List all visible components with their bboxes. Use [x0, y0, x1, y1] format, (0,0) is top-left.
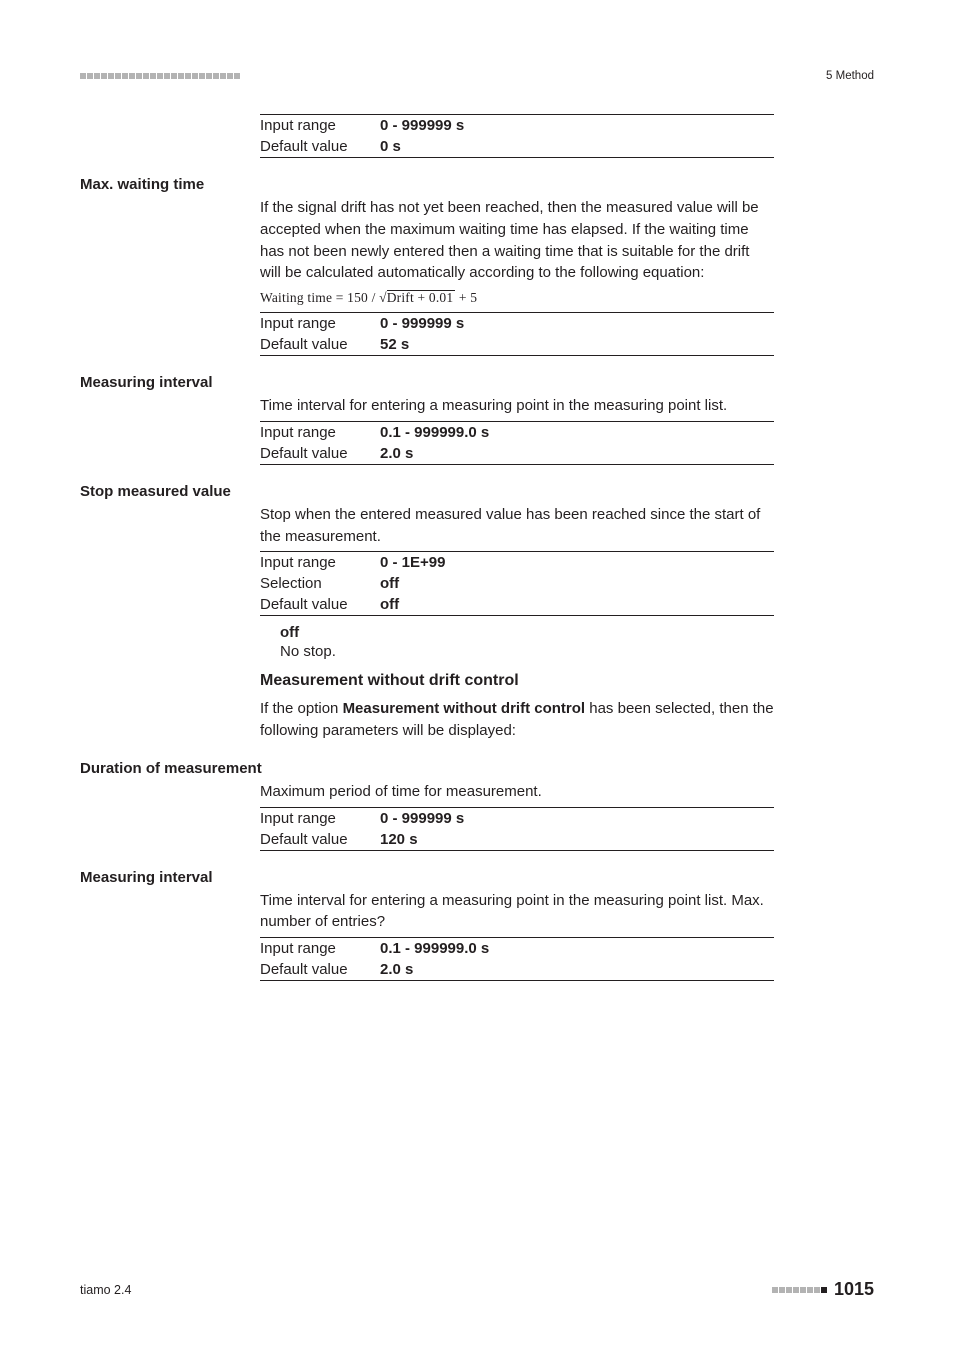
- table-row: Selection off: [260, 573, 774, 594]
- off-desc: No stop.: [280, 643, 874, 660]
- param-label: Selection: [260, 573, 380, 594]
- mwdc-desc-pre: If the option: [260, 700, 343, 717]
- table-row: Default value 2.0 s: [260, 443, 774, 465]
- param-label: Input range: [260, 421, 380, 443]
- footer-ornament: [772, 1287, 828, 1293]
- param-label: Default value: [260, 829, 380, 851]
- section-title-meas-interval-1: Measuring interval: [80, 374, 874, 391]
- section-desc: Time interval for entering a measuring p…: [260, 890, 774, 934]
- param-table-top: Input range 0 - 999999 s Default value 0…: [260, 114, 774, 158]
- table-row: Input range 0 - 999999 s: [260, 313, 774, 335]
- param-value: 0 s: [380, 136, 774, 158]
- off-label: off: [280, 624, 874, 641]
- param-label: Default value: [260, 443, 380, 465]
- param-label: Input range: [260, 938, 380, 960]
- table-row: Input range 0 - 999999 s: [260, 115, 774, 137]
- table-row: Default value 52 s: [260, 334, 774, 356]
- param-label: Default value: [260, 136, 380, 158]
- param-label: Default value: [260, 959, 380, 981]
- param-value: 0 - 999999 s: [380, 115, 774, 137]
- section-title-meas-interval-2: Measuring interval: [80, 869, 874, 886]
- section-desc: Time interval for entering a measuring p…: [260, 395, 774, 417]
- param-value: 0 - 999999 s: [380, 313, 774, 335]
- param-value: 2.0 s: [380, 959, 774, 981]
- mwdc-desc: If the option Measurement without drift …: [260, 698, 774, 742]
- header-ornament: [80, 73, 241, 79]
- formula: Waiting time = 150 / √Drift + 0.01 + 5: [260, 290, 874, 306]
- section-title-stop-mv: Stop measured value: [80, 483, 874, 500]
- formula-sqrt: Drift + 0.01: [387, 290, 456, 305]
- sub-heading-mwdc: Measurement without drift control: [260, 672, 874, 690]
- param-value: 2.0 s: [380, 443, 774, 465]
- param-table-meas-interval-1: Input range 0.1 - 999999.0 s Default val…: [260, 421, 774, 465]
- param-table-max-waiting: Input range 0 - 999999 s Default value 5…: [260, 312, 774, 356]
- table-row: Input range 0 - 999999 s: [260, 807, 774, 829]
- param-value: 0 - 1E+99: [380, 552, 774, 574]
- section-desc: Maximum period of time for measurement.: [260, 781, 774, 803]
- page-footer: tiamo 2.4 1015: [80, 1279, 874, 1300]
- page-number: 1015: [834, 1279, 874, 1300]
- param-value: 0.1 - 999999.0 s: [380, 421, 774, 443]
- off-definition: off No stop.: [280, 624, 874, 660]
- footer-right: 1015: [772, 1279, 874, 1300]
- table-row: Default value off: [260, 594, 774, 616]
- table-row: Default value 0 s: [260, 136, 774, 158]
- param-label: Default value: [260, 334, 380, 356]
- param-value: off: [380, 594, 774, 616]
- param-value: 52 s: [380, 334, 774, 356]
- table-row: Default value 2.0 s: [260, 959, 774, 981]
- table-row: Default value 120 s: [260, 829, 774, 851]
- param-table-duration: Input range 0 - 999999 s Default value 1…: [260, 807, 774, 851]
- param-label: Input range: [260, 115, 380, 137]
- param-label: Input range: [260, 807, 380, 829]
- table-row: Input range 0.1 - 999999.0 s: [260, 421, 774, 443]
- param-label: Default value: [260, 594, 380, 616]
- table-row: Input range 0.1 - 999999.0 s: [260, 938, 774, 960]
- param-value: 120 s: [380, 829, 774, 851]
- section-desc: Stop when the entered measured value has…: [260, 504, 774, 548]
- page-header: 5 Method: [80, 70, 874, 82]
- param-value: 0 - 999999 s: [380, 807, 774, 829]
- section-title-max-waiting: Max. waiting time: [80, 176, 874, 193]
- param-value: 0.1 - 999999.0 s: [380, 938, 774, 960]
- formula-pre: Waiting time = 150 /: [260, 290, 379, 305]
- mwdc-desc-bold: Measurement without drift control: [343, 700, 586, 717]
- chapter-label: 5 Method: [826, 70, 874, 82]
- footer-product: tiamo 2.4: [80, 1283, 131, 1297]
- table-row: Input range 0 - 1E+99: [260, 552, 774, 574]
- param-value: off: [380, 573, 774, 594]
- param-label: Input range: [260, 313, 380, 335]
- param-label: Input range: [260, 552, 380, 574]
- section-title-duration: Duration of measurement: [80, 760, 874, 777]
- param-table-stop-mv: Input range 0 - 1E+99 Selection off Defa…: [260, 551, 774, 616]
- formula-post: + 5: [455, 290, 477, 305]
- param-table-meas-interval-2: Input range 0.1 - 999999.0 s Default val…: [260, 937, 774, 981]
- section-desc: If the signal drift has not yet been rea…: [260, 197, 774, 284]
